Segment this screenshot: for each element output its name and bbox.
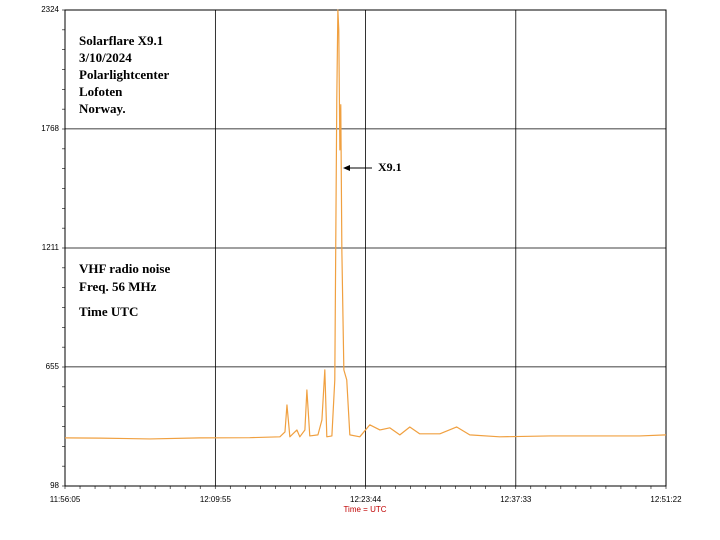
y-tick-label: 1211 <box>42 243 60 252</box>
annotation: VHF radio noise <box>79 261 170 276</box>
annotation: Polarlightcenter <box>79 67 169 82</box>
data-line <box>64 9 667 440</box>
x-tick-label: 12:51:22 <box>650 495 682 504</box>
y-tick-label: 2324 <box>41 5 59 14</box>
x-tick-label: 11:56:05 <box>50 495 81 504</box>
y-tick-label: 655 <box>46 362 60 371</box>
annotation: Lofoten <box>79 84 123 99</box>
x-tick-label: 12:09:55 <box>200 495 232 504</box>
annotation: Solarflare X9.1 <box>79 33 163 48</box>
annotation: Freq. 56 MHz <box>79 279 157 294</box>
y-tick-label: 1768 <box>41 124 59 133</box>
annotation: 3/10/2024 <box>79 50 132 65</box>
y-tick-label: 98 <box>50 481 59 490</box>
x-axis-label: Time = UTC <box>343 505 386 514</box>
x-tick-label: 12:37:33 <box>500 495 532 504</box>
x-tick-label: 12:23:44 <box>350 495 382 504</box>
annotation: Norway. <box>79 101 126 116</box>
annotation: Time UTC <box>79 304 138 319</box>
annotation: X9.1 <box>378 160 402 174</box>
annotation-arrowhead <box>343 165 350 171</box>
